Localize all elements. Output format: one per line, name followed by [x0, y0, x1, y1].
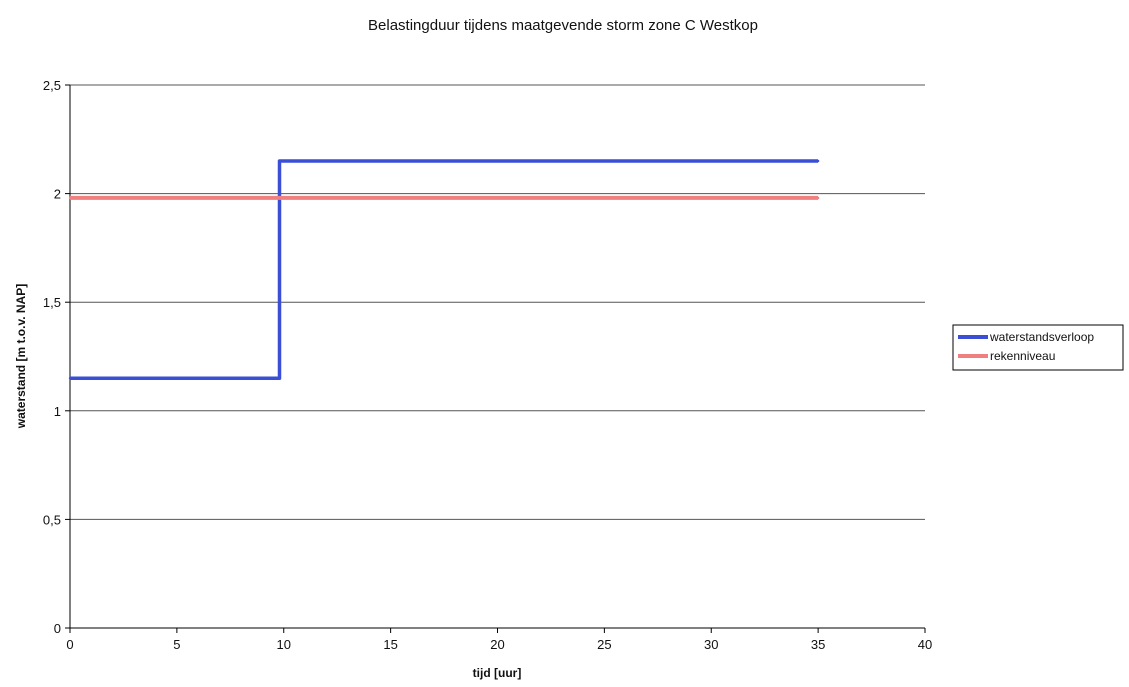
grid-lines	[70, 84, 925, 520]
y-ticks: 0 0,5 1 1,5 2 2,5	[43, 78, 70, 636]
legend: waterstandsverloop rekenniveau	[952, 324, 1124, 371]
x-tick-label: 30	[704, 637, 718, 652]
x-tick-label: 5	[173, 637, 180, 652]
y-tick-label: 1	[54, 404, 61, 419]
series-lines	[68, 159, 820, 380]
y-tick-label: 0	[54, 621, 61, 636]
legend-items: waterstandsverloop rekenniveau	[958, 330, 1094, 363]
legend-label-waterstandsverloop: waterstandsverloop	[989, 330, 1094, 344]
data-point-waterstandsverloop	[68, 377, 72, 380]
x-ticks: 0 5 10 15 20 25 30 35 40	[66, 628, 932, 652]
data-point-rekenniveau	[68, 196, 72, 200]
data-point-waterstandsverloop	[278, 377, 281, 380]
data-point-waterstandsverloop	[278, 159, 281, 163]
x-tick-label: 10	[277, 637, 291, 652]
data-point-waterstandsverloop	[816, 159, 820, 163]
y-axis-label: waterstand [m t.o.v. NAP]	[14, 284, 28, 429]
data-point-rekenniveau	[816, 196, 820, 200]
legend-box	[952, 324, 1124, 371]
x-tick-label: 40	[918, 637, 932, 652]
legend-label-rekenniveau: rekenniveau	[990, 349, 1055, 363]
x-tick-label: 35	[811, 637, 825, 652]
x-tick-label: 0	[66, 637, 73, 652]
chart-title: Belastingduur tijdens maatgevende storm …	[368, 17, 758, 34]
y-tick-label: 0,5	[43, 512, 61, 527]
series-line-waterstandsverloop	[70, 159, 819, 380]
axes	[69, 85, 925, 629]
x-tick-label: 15	[383, 637, 397, 652]
y-tick-label: 2	[54, 187, 61, 202]
x-axis-label: tijd [uur]	[473, 666, 522, 680]
y-tick-label: 1,5	[43, 295, 61, 310]
y-tick-label: 2,5	[43, 78, 61, 93]
x-tick-label: 25	[597, 637, 611, 652]
x-tick-label: 20	[490, 637, 504, 652]
